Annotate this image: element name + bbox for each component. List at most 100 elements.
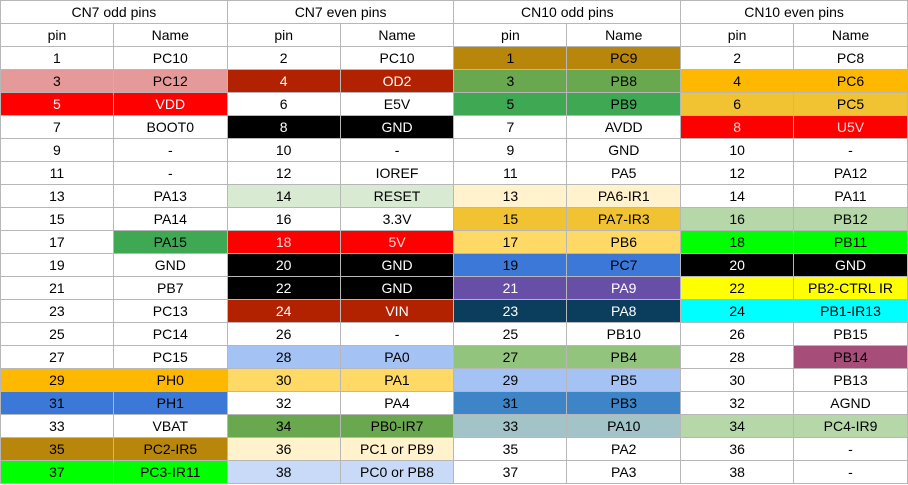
pin-cell: 4	[226, 69, 341, 93]
pin-cell: 35	[0, 437, 114, 461]
table-row: 17 PA15 18 5V 17 PB6 18 PB11	[0, 230, 908, 254]
pin-cell: 7	[453, 115, 568, 139]
pin-cell: 26	[226, 322, 341, 346]
group-header-cn10-even: CN10 even pins	[680, 0, 908, 24]
name-cell: PC6	[793, 69, 908, 93]
pin-cell: 37	[0, 460, 114, 484]
name-cell: PC3-IR11	[112, 460, 228, 484]
name-cell: PH1	[112, 391, 228, 415]
name-cell: -	[339, 138, 455, 162]
pin-cell: 29	[0, 368, 114, 392]
name-cell: PA2	[566, 437, 682, 461]
table-row: 35 PC2-IR5 36 PC1 or PB9 35 PA2 36-	[0, 437, 908, 461]
group-header-row: CN7 odd pins CN7 even pins CN10 odd pins…	[0, 0, 908, 24]
pin-cell: 16	[226, 207, 341, 231]
name-cell: PA3	[566, 460, 682, 484]
name-cell: PA1	[339, 368, 455, 392]
name-cell: GND	[339, 253, 455, 277]
name-cell: RESET	[339, 184, 455, 208]
name-cell: PB15	[793, 322, 908, 346]
name-cell: -	[112, 138, 228, 162]
column-header-name: Name	[112, 23, 228, 47]
name-cell: PH0	[112, 368, 228, 392]
column-header-pin: pin	[226, 23, 341, 47]
pin-cell: 31	[453, 391, 568, 415]
table-row: 31 PH1 32 PA4 31 PB3 32 AGND	[0, 391, 908, 415]
pin-cell: 10	[226, 138, 341, 162]
pin-cell: 5	[453, 92, 568, 116]
pin-cell: 21	[0, 276, 114, 300]
name-cell: PA10	[566, 414, 682, 438]
name-cell: PA4	[339, 391, 455, 415]
pin-cell: 13	[0, 184, 114, 208]
pin-cell: 9	[0, 138, 114, 162]
pin-cell: 27	[0, 345, 114, 369]
pin-cell: 8	[680, 115, 795, 139]
name-cell: PA13	[112, 184, 228, 208]
name-cell: PC10	[112, 46, 228, 70]
pin-cell: 22	[226, 276, 341, 300]
name-cell: PB4	[566, 345, 682, 369]
name-cell: PC5	[793, 92, 908, 116]
pin-cell: 24	[226, 299, 341, 323]
pin-cell: 17	[453, 230, 568, 254]
table-row: 5 VDD 6 E5V 5 PB9 6 PC5	[0, 92, 908, 116]
name-cell: PC15	[112, 345, 228, 369]
name-cell: PB11	[793, 230, 908, 254]
pin-cell: 5	[0, 92, 114, 116]
pin-cell: 19	[453, 253, 568, 277]
name-cell: PC10	[339, 46, 455, 70]
pin-cell: 29	[453, 368, 568, 392]
name-cell: PA5	[566, 161, 682, 185]
name-cell: PC14	[112, 322, 228, 346]
table-row: 21 PB7 22 GND 21 PA9 22 PB2-CTRL IR	[0, 276, 908, 300]
name-cell: -	[793, 437, 908, 461]
pin-cell: 32	[226, 391, 341, 415]
table-row: 13 PA13 14 RESET 13 PA6-IR1 14 PA11	[0, 184, 908, 208]
table-row: 23 PC13 24 VIN 23 PA8 24 PB1-IR13	[0, 299, 908, 323]
pin-cell: 2	[226, 46, 341, 70]
table-row: 15 PA14 16 3.3V 15 PA7-IR3 16 PB12	[0, 207, 908, 231]
table-row: 11-12 IOREF 11 PA5 12 PA12	[0, 161, 908, 185]
name-cell: PC7	[566, 253, 682, 277]
pin-cell: 1	[0, 46, 114, 70]
table-row: 37 PC3-IR11 38 PC0 or PB8 37 PA3 38-	[0, 460, 908, 484]
name-cell: PB1-IR13	[793, 299, 908, 323]
name-cell: PC0 or PB8	[339, 460, 455, 484]
pin-cell: 3	[0, 69, 114, 93]
pin-cell: 6	[226, 92, 341, 116]
table-row: 1 PC10 2 PC10 1 PC9 2 PC8	[0, 46, 908, 70]
name-cell: GND	[793, 253, 908, 277]
name-cell: PB13	[793, 368, 908, 392]
name-cell: 3.3V	[339, 207, 455, 231]
column-header-pin: pin	[453, 23, 568, 47]
pin-cell: 18	[680, 230, 795, 254]
pin-cell: 7	[0, 115, 114, 139]
pin-cell: 2	[680, 46, 795, 70]
table-row: 19 GND 20 GND 19 PC7 20 GND	[0, 253, 908, 277]
table-row: 9-10-9 GND 10-	[0, 138, 908, 162]
name-cell: PA6-IR1	[566, 184, 682, 208]
pin-cell: 27	[453, 345, 568, 369]
pin-cell: 22	[680, 276, 795, 300]
name-cell: IOREF	[339, 161, 455, 185]
group-header-cn10-odd: CN10 odd pins	[453, 0, 682, 24]
pin-cell: 21	[453, 276, 568, 300]
pin-cell: 38	[680, 460, 795, 484]
name-cell: PA12	[793, 161, 908, 185]
name-cell: 5V	[339, 230, 455, 254]
pin-cell: 13	[453, 184, 568, 208]
pin-cell: 38	[226, 460, 341, 484]
pin-cell: 25	[453, 322, 568, 346]
name-cell: AVDD	[566, 115, 682, 139]
name-cell: PC2-IR5	[112, 437, 228, 461]
pin-cell: 30	[680, 368, 795, 392]
pin-cell: 32	[680, 391, 795, 415]
pin-cell: 23	[0, 299, 114, 323]
pin-cell: 10	[680, 138, 795, 162]
name-cell: E5V	[339, 92, 455, 116]
table-row: 29 PH0 30 PA1 29 PB5 30 PB13	[0, 368, 908, 392]
name-cell: PB8	[566, 69, 682, 93]
column-header-name: Name	[339, 23, 455, 47]
